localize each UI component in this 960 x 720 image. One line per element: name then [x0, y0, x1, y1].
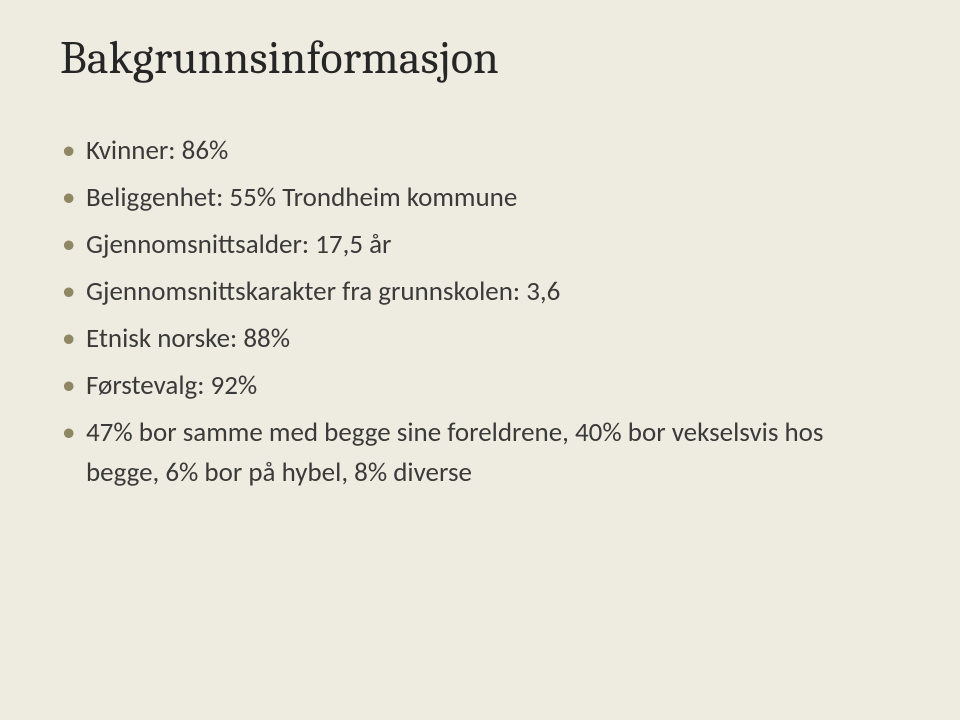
list-item: Etnisk norske: 88%	[60, 319, 900, 358]
list-item: Førstevalg: 92%	[60, 366, 900, 405]
list-item: Gjennomsnittskarakter fra grunnskolen: 3…	[60, 272, 900, 311]
list-item: Beliggenhet: 55% Trondheim kommune	[60, 178, 900, 217]
bullet-list: Kvinner: 86% Beliggenhet: 55% Trondheim …	[60, 131, 900, 492]
list-item: Gjennomsnittsalder: 17,5 år	[60, 225, 900, 264]
list-item: Kvinner: 86%	[60, 131, 900, 170]
slide-title: Bakgrunnsinformasjon	[60, 34, 900, 85]
slide: Bakgrunnsinformasjon Kvinner: 86% Beligg…	[0, 0, 960, 720]
list-item: 47% bor samme med begge sine foreldrene,…	[60, 413, 900, 491]
